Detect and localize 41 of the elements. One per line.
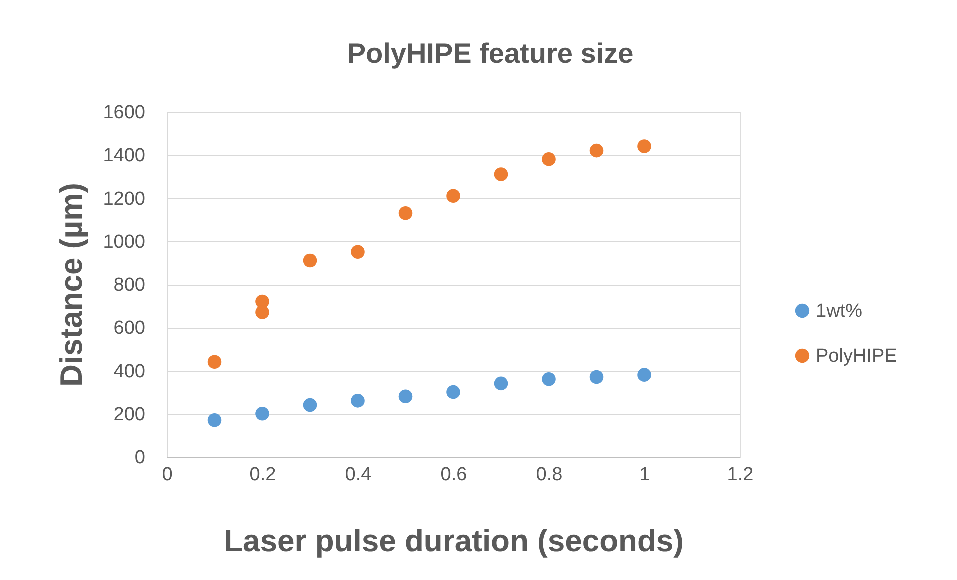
y-axis-title: Distance (µm) (54, 183, 90, 387)
legend-label: 1wt% (816, 301, 863, 322)
y-tick-label: 400 (114, 361, 146, 382)
chart-title: PolyHIPE feature size (347, 38, 634, 69)
point (446, 385, 460, 400)
y-tick-label: 1400 (103, 146, 146, 167)
point (351, 394, 365, 408)
legend-label: PolyHIPE (816, 346, 898, 367)
x-tick-label: 0 (162, 464, 173, 486)
point (638, 368, 652, 382)
y-tick-label: 1600 (103, 102, 146, 124)
point (303, 398, 318, 412)
point (542, 372, 556, 386)
point (398, 390, 413, 404)
y-tick-label: 1000 (103, 232, 146, 253)
x-axis-title: Laser pulse duration (seconds) (224, 524, 684, 558)
point (398, 206, 413, 220)
point (446, 189, 460, 203)
point (208, 355, 222, 370)
point (494, 168, 508, 182)
x-tick-label: 0.4 (345, 464, 372, 486)
x-tick-label: 0.6 (440, 464, 468, 486)
point (351, 245, 365, 260)
y-tick-label: 1200 (103, 188, 146, 210)
point (542, 152, 556, 166)
point (303, 254, 318, 268)
point (638, 140, 652, 154)
point (208, 413, 222, 428)
point (590, 370, 604, 384)
y-tick-label: 200 (114, 404, 146, 426)
point (494, 376, 508, 391)
x-tick-label: 1.2 (727, 464, 754, 486)
point (256, 406, 270, 421)
x-tick-label: 0.8 (536, 464, 563, 486)
x-tick-label: 1 (640, 464, 650, 486)
y-tick-label: 800 (114, 275, 146, 296)
point (256, 306, 270, 320)
y-tick-label: 0 (134, 448, 146, 468)
x-tick-label: 0.2 (250, 464, 276, 486)
y-tick-label: 600 (114, 318, 146, 340)
point (590, 144, 604, 158)
